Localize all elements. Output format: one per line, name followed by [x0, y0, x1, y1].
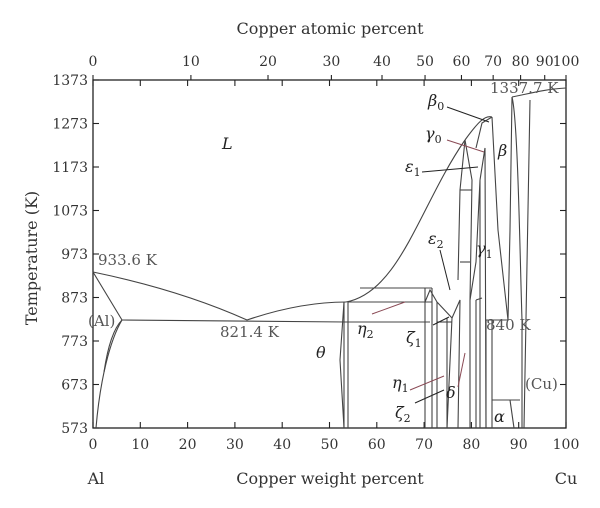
- al-solidus: [92, 271, 123, 321]
- top-tick-label: 20: [259, 54, 277, 70]
- phase-beta0: β0: [427, 91, 444, 113]
- bottom-tick-label: 60: [368, 437, 386, 453]
- liquidus-top: [464, 116, 493, 141]
- al-solvus: [95, 319, 123, 429]
- bottom-tick-label: 50: [321, 437, 339, 453]
- y-tick-label: 1173: [52, 160, 88, 176]
- beta-left-boundary: [475, 116, 493, 149]
- top-axis-ticks: 0 10 20 30 40 50 60 70 80 90 100: [89, 54, 580, 80]
- phase-liquid: L: [221, 134, 233, 153]
- bottom-axis-title: Copper weight percent: [236, 469, 424, 488]
- liquidus-theta-side: [246, 301, 347, 321]
- phase-zeta1: ζ1: [406, 328, 422, 350]
- top-axis-title: Copper atomic percent: [236, 19, 424, 38]
- phase-theta: θ: [316, 343, 326, 362]
- bottom-tick-label: 30: [226, 437, 244, 453]
- bottom-axis-ticks: 0 10 20 30 40 50 60 70 80 90 100: [89, 80, 580, 453]
- y-tick-label: 573: [61, 421, 88, 437]
- phase-epsilon2: ε2: [428, 229, 444, 251]
- top-tick-label: 60: [453, 54, 471, 70]
- y-tick-label: 773: [61, 334, 88, 350]
- y-tick-label: 1373: [52, 73, 88, 89]
- top-tick-label: 30: [322, 54, 340, 70]
- top-tick-label: 0: [89, 54, 98, 70]
- liquidus-al-side: [92, 271, 248, 321]
- phase-boundaries: [92, 87, 567, 429]
- y-axis-title: Temperature (K): [22, 191, 41, 325]
- bottom-tick-label: 40: [273, 437, 291, 453]
- top-tick-label: 70: [484, 54, 502, 70]
- phase-gamma0: γ0: [425, 124, 442, 146]
- phase-al-solid: (Al): [88, 312, 115, 330]
- bottom-tick-label: 20: [179, 437, 197, 453]
- bottom-tick-label: 80: [462, 437, 480, 453]
- right-element-label: Cu: [555, 469, 578, 488]
- y-tick-label: 673: [61, 378, 88, 394]
- eutectoid-label: 840 K: [486, 316, 531, 334]
- left-element-label: Al: [87, 469, 105, 488]
- y-axis-ticks: 1373 1273 1173 1073 973 873 773 673 573: [52, 73, 566, 437]
- bottom-tick-label: 0: [89, 437, 98, 453]
- beta-vee-right: [507, 96, 513, 321]
- top-tick-label: 40: [373, 54, 391, 70]
- cu-melting-label: 1337.7 K: [490, 79, 559, 97]
- top-tick-label: 100: [553, 54, 580, 70]
- bottom-tick-label: 70: [415, 437, 433, 453]
- phase-cu-solid: (Cu): [525, 375, 558, 393]
- top-tick-label: 80: [512, 54, 530, 70]
- phase-delta: δ: [446, 383, 456, 402]
- bottom-tick-label: 10: [131, 437, 149, 453]
- y-tick-label: 973: [61, 247, 88, 263]
- eutectic-line: [121, 319, 347, 323]
- cu-solidus: [511, 96, 523, 321]
- liquidus-rising: [345, 139, 466, 303]
- phase-beta: β: [497, 141, 507, 160]
- bottom-tick-label: 100: [553, 437, 580, 453]
- phase-zeta2: ζ2: [395, 403, 411, 425]
- y-tick-label: 873: [61, 291, 88, 307]
- beta-vee-left: [491, 116, 509, 321]
- phase-eta2: η2: [357, 319, 374, 341]
- top-tick-label: 10: [182, 54, 200, 70]
- y-tick-label: 1273: [52, 117, 88, 133]
- phase-epsilon1: ε1: [405, 157, 421, 179]
- al-solvus-inner: [103, 319, 123, 373]
- phase-eta1: η1: [392, 373, 409, 395]
- plot-frame: [92, 79, 567, 429]
- al-melting-label: 933.6 K: [98, 251, 158, 269]
- y-tick-label: 1073: [52, 204, 88, 220]
- bottom-tick-label: 90: [510, 437, 528, 453]
- phase-alpha: α: [494, 407, 505, 426]
- eutectic-label: 821.4 K: [220, 323, 280, 341]
- top-tick-label: 50: [416, 54, 434, 70]
- phase-gamma1: γ1: [476, 239, 493, 261]
- top-tick-label: 90: [536, 54, 554, 70]
- beta-inner-left: [479, 147, 487, 429]
- annotation-arrows: [371, 106, 490, 404]
- liquidus-cu-side: [511, 87, 567, 98]
